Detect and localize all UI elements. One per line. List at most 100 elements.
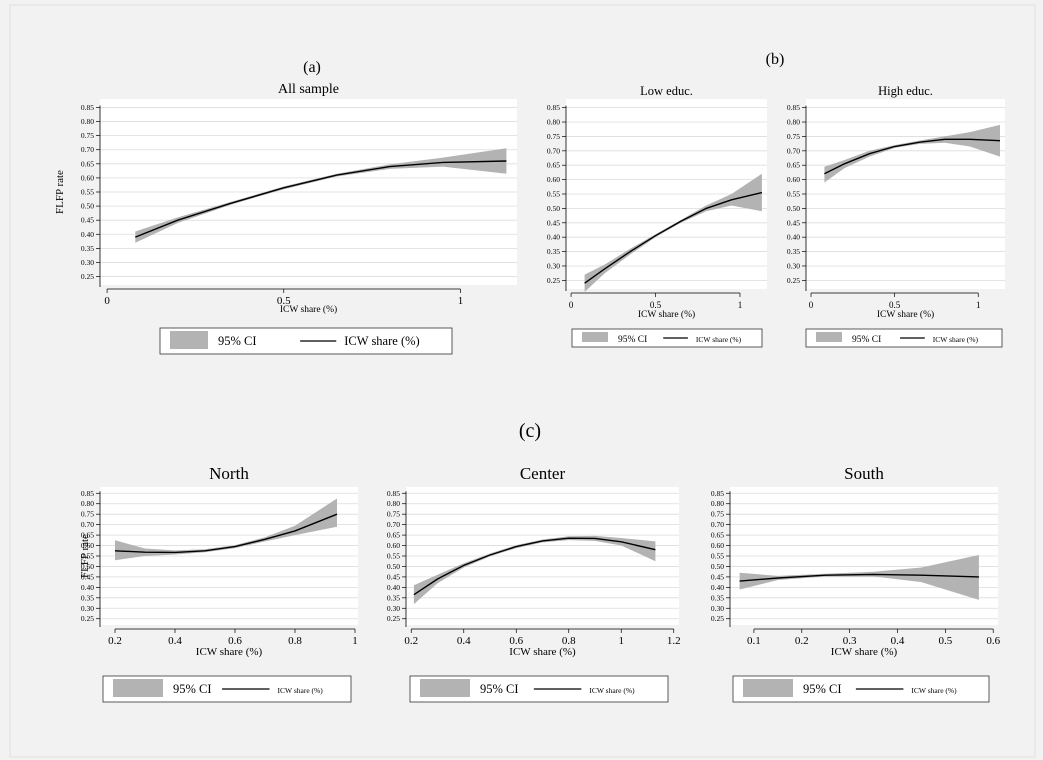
x-tick-label: 0.5 [277, 295, 291, 307]
y-tick-label: 0.25 [787, 276, 800, 285]
panel-b-label: (b) [766, 51, 785, 68]
x-axis-label: ICW share (%) [509, 646, 576, 658]
y-tick-label: 0.60 [81, 541, 94, 550]
y-tick-label: 0.45 [81, 216, 94, 225]
chart-title: All sample [278, 82, 339, 97]
x-tick-label: 0.8 [562, 635, 576, 647]
legend-ci-swatch [420, 679, 470, 697]
y-tick-label: 0.30 [81, 258, 94, 267]
y-tick-label: 0.70 [787, 146, 800, 155]
y-tick-label: 0.30 [81, 604, 94, 613]
y-tick-label: 0.80 [387, 499, 400, 508]
y-tick-label: 0.80 [547, 118, 560, 127]
y-tick-label: 0.70 [387, 520, 400, 529]
y-tick-label: 0.45 [387, 572, 400, 581]
y-tick-label: 0.65 [81, 159, 94, 168]
y-tick-label: 0.75 [711, 510, 724, 519]
legend-ci-label: 95% CI [480, 682, 519, 696]
chart-panel-5: 0.250.30 0.350.40 0.450.500.55 0.600.65 0.70… [387, 464, 681, 658]
y-axis-label: FLFP rate [79, 534, 91, 578]
chart-title: South [844, 464, 884, 483]
legend-5: 95% CI ICW share (%) [409, 675, 669, 703]
y-tick-label: 0.55 [547, 190, 560, 199]
y-tick-label: 0.70 [711, 520, 724, 529]
y-tick-label: 0.60 [711, 541, 724, 550]
y-tick-label: 0.80 [787, 118, 800, 127]
x-tick-label: 0.2 [108, 635, 122, 647]
x-tick-label: 0.4 [168, 635, 182, 647]
legend-line-label: ICW share (%) [278, 686, 324, 695]
y-tick-label: 0.40 [547, 233, 560, 242]
x-tick-label: 0.6 [509, 635, 523, 647]
legend-line-label: ICW share (%) [911, 686, 957, 695]
y-tick-label: 0.80 [711, 499, 724, 508]
y-tick-label: 0.70 [81, 520, 94, 529]
x-tick-label: 1 [738, 300, 743, 310]
legend-ci-label: 95% CI [618, 335, 647, 345]
y-tick-label: 0.70 [81, 145, 94, 154]
x-tick-label: 0.1 [747, 635, 761, 647]
y-tick-label: 0.35 [787, 247, 800, 256]
y-tick-label: 0.45 [787, 218, 800, 227]
y-tick-label: 0.50 [81, 562, 94, 571]
y-tick-label: 0.75 [81, 510, 94, 519]
y-tick-label: 0.75 [787, 132, 800, 141]
chart-title: Center [520, 464, 566, 483]
x-tick-label: 0.5 [938, 635, 952, 647]
x-tick-label: 0.5 [889, 300, 901, 310]
y-tick-label: 0.45 [711, 572, 724, 581]
legend-ci-swatch [113, 679, 163, 697]
legend-3: 95% CI ICW share (%) [805, 328, 1003, 348]
charts-layer: 0.250.300.350.400.450.500.550.600.650.70… [54, 82, 1005, 658]
y-tick-label: 0.65 [387, 531, 400, 540]
legend-line-label: ICW share (%) [933, 335, 979, 344]
y-tick-label: 0.50 [387, 562, 400, 571]
y-tick-label: 0.65 [711, 531, 724, 540]
fitted-line [824, 138, 1001, 175]
y-tick-label: 0.80 [81, 117, 94, 126]
fitted-line [114, 513, 338, 554]
x-tick-label: 1.2 [667, 635, 681, 647]
x-tick-label: 0 [104, 295, 110, 307]
y-tick-label: 0.60 [787, 175, 800, 184]
y-tick-label: 0.25 [711, 614, 724, 623]
x-tick-label: 1 [976, 300, 981, 310]
legend-1: 95% CI ICW share (%) [159, 327, 453, 355]
y-tick-label: 0.30 [711, 604, 724, 613]
y-tick-label: 0.55 [81, 188, 94, 197]
y-tick-label: 0.55 [81, 552, 94, 561]
y-tick-label: 0.65 [81, 531, 94, 540]
y-tick-label: 0.25 [81, 614, 94, 623]
y-tick-label: 0.85 [387, 489, 400, 498]
panel-c-label: (c) [519, 420, 541, 442]
y-tick-label: 0.35 [387, 593, 400, 602]
y-tick-label: 0.75 [387, 510, 400, 519]
x-tick-label: 0.4 [457, 635, 471, 647]
x-axis-label: ICW share (%) [638, 309, 695, 320]
y-tick-label: 0.55 [711, 552, 724, 561]
x-tick-label: 0.2 [795, 635, 809, 647]
y-tick-label: 0.50 [711, 562, 724, 571]
x-tick-label: 0.8 [288, 635, 302, 647]
chart-title: High educ. [878, 84, 933, 98]
y-tick-label: 0.50 [787, 204, 800, 213]
legend-2: 95% CI ICW share (%) [571, 328, 763, 348]
ci-band [135, 148, 507, 243]
chart-title: Low educ. [640, 84, 693, 98]
y-tick-label: 0.85 [81, 489, 94, 498]
chart-panel-4: 0.250.30 0.350.40 0.450.500.55 0.600.65 0.70… [79, 464, 358, 658]
legend-4: 95% CI ICW share (%) [102, 675, 352, 703]
ci-band [413, 535, 656, 605]
y-axis-label: FLFP rate [54, 170, 66, 214]
legend-ci-label: 95% CI [852, 335, 881, 345]
legend-ci-swatch [170, 331, 208, 349]
x-tick-label: 0.2 [404, 635, 418, 647]
legends-layer: 95% CI ICW share (%) 95% CI ICW share (%) 95… [102, 327, 1003, 703]
legend-ci-swatch [816, 332, 842, 342]
panel-a-label: (a) [303, 59, 321, 76]
y-tick-label: 0.80 [81, 499, 94, 508]
y-tick-label: 0.30 [547, 261, 560, 270]
y-tick-label: 0.55 [787, 190, 800, 199]
y-tick-label: 0.30 [387, 604, 400, 613]
chart-panel-3: 0.250.300.350.400.450.500.550.600.650.70… [787, 84, 1005, 320]
